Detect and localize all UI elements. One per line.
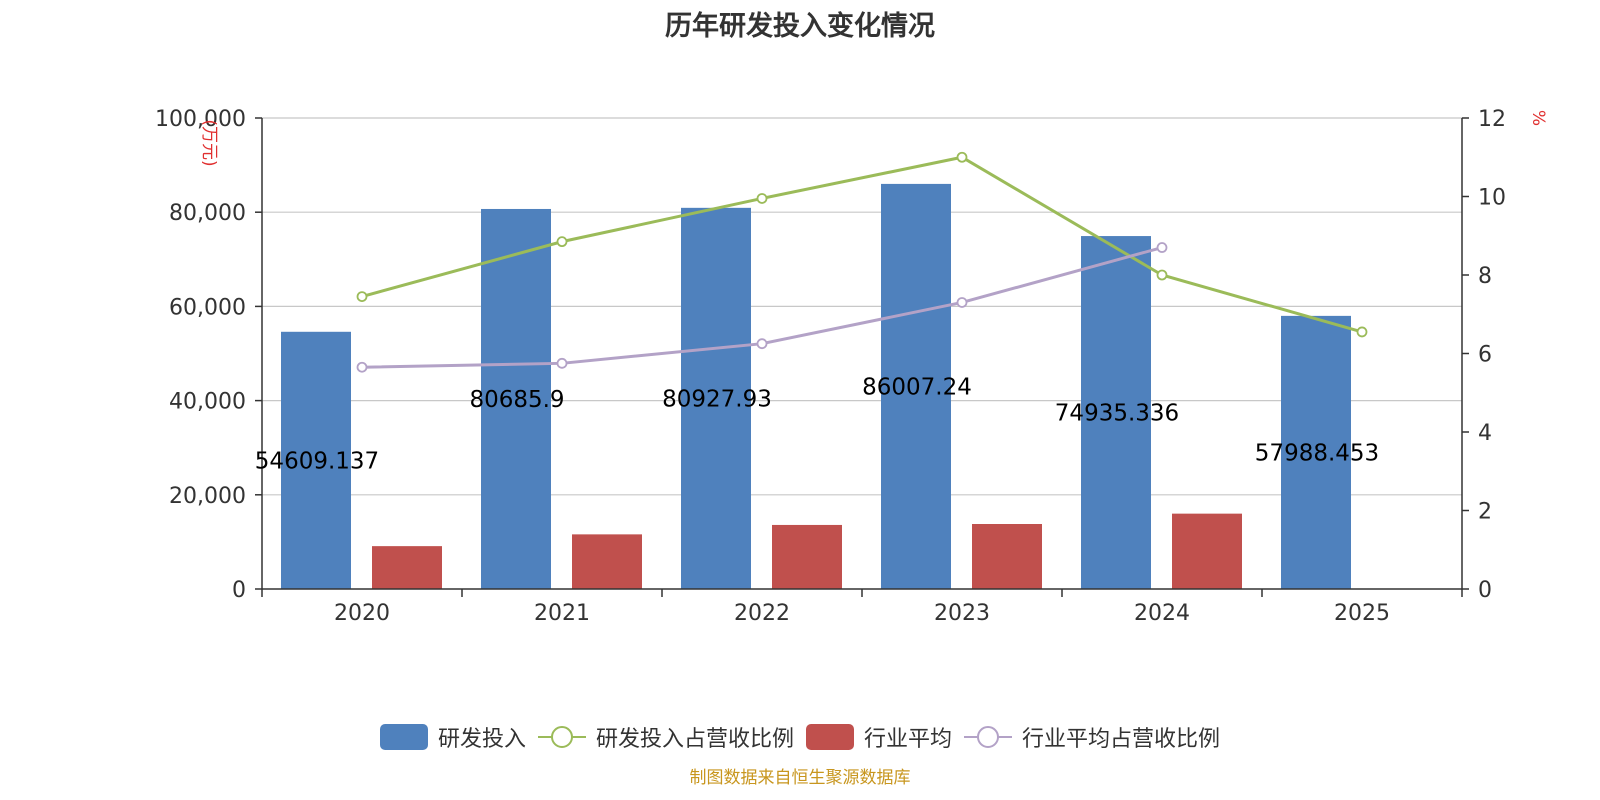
y-right-tick-label: 12: [1478, 107, 1506, 132]
legend-swatch-rd: [379, 724, 428, 750]
y-left-tick-label: 40,000: [169, 390, 246, 415]
bar-rd: [881, 183, 951, 590]
legend-label-rd-ratio: 研发投入占营收比例: [595, 727, 794, 752]
legend-item-industry[interactable]: 行业平均: [806, 721, 952, 753]
point-rd-ratio: [756, 193, 768, 204]
y-left-tick-label: 80,000: [169, 201, 246, 226]
bar-rd: [281, 331, 351, 589]
data-label-rd: 74935.336: [1055, 401, 1179, 427]
y-right-tick-label: 2: [1478, 500, 1492, 525]
chart-title: 历年研发投入变化情况: [665, 11, 935, 42]
bar-rd: [481, 208, 551, 589]
x-tick-label: 2022: [734, 601, 790, 626]
point-industry-ratio: [356, 361, 368, 373]
x-tick-label: 2024: [1134, 601, 1190, 626]
data-source-note: 制图数据来自恒生聚源数据库: [689, 768, 911, 788]
legend-label-rd: 研发投入: [437, 727, 526, 752]
y-right-unit: %: [1528, 110, 1548, 126]
legend: 研发投入 研发投入占营收比例 行业平均 行业平均占营收比例: [0, 720, 1600, 754]
bar-rd: [1281, 315, 1351, 589]
data-label-rd: 86007.24: [862, 374, 972, 400]
y-right-tick-label: 10: [1478, 186, 1506, 211]
chart-plot: 0 20,000 40,000 60,000 80,000 100,000 0 2 4 6 8 10 1…: [155, 107, 1548, 626]
x-tick-label: 2020: [334, 601, 390, 626]
point-rd-ratio: [1156, 269, 1168, 281]
line-rd-ratio: [361, 155, 1363, 334]
legend-label-industry: 行业平均: [864, 727, 953, 752]
legend-label-industry-ratio: 行业平均占营收比例: [1022, 727, 1221, 752]
bar-rd: [681, 207, 751, 589]
point-rd-ratio: [1356, 326, 1368, 338]
data-label-rd: 80927.93: [662, 386, 772, 412]
y-left-tick-label: 100,000: [155, 107, 246, 132]
x-tick-label: 2023: [934, 601, 990, 626]
x-tick-label: 2021: [534, 601, 590, 626]
data-label-rd: 57988.453: [1255, 440, 1379, 466]
point-rd-ratio: [956, 151, 968, 163]
y-right-tick-label: 8: [1478, 264, 1492, 289]
y-right-tick-label: 0: [1478, 578, 1492, 603]
bar-industry: [1172, 513, 1242, 589]
point-rd-ratio: [556, 236, 568, 248]
y-right-tick-label: 6: [1478, 343, 1492, 368]
legend-item-industry-ratio[interactable]: 行业平均占营收比例: [964, 721, 1220, 753]
bar-industry: [972, 524, 1042, 589]
data-label-rd: 80685.9: [469, 387, 564, 413]
y-right-tick-label: 4: [1478, 421, 1492, 446]
point-rd-ratio: [356, 291, 368, 302]
bar-industry: [572, 534, 642, 589]
point-industry-ratio: [956, 297, 968, 308]
legend-item-rd-ratio[interactable]: 研发投入占营收比例: [537, 721, 794, 753]
bar-industry: [772, 524, 842, 589]
y-left-unit: (万元): [199, 119, 219, 166]
x-tick-label: 2025: [1334, 601, 1390, 626]
point-industry-ratio: [756, 338, 768, 350]
bar-rd: [1081, 236, 1151, 589]
legend-item-rd[interactable]: 研发投入: [379, 721, 526, 753]
point-industry-ratio: [1156, 242, 1168, 253]
legend-swatch-industry: [806, 724, 854, 750]
legend-swatch-industry-ratio: [964, 726, 1013, 748]
data-label-rd: 54609.137: [255, 448, 379, 474]
point-industry-ratio: [556, 357, 568, 369]
bar-industry: [372, 546, 442, 589]
y-left-tick-label: 0: [232, 578, 246, 603]
legend-swatch-rd-ratio: [537, 726, 586, 748]
y-left-tick-label: 60,000: [169, 295, 246, 320]
y-left-tick-label: 20,000: [169, 484, 246, 509]
